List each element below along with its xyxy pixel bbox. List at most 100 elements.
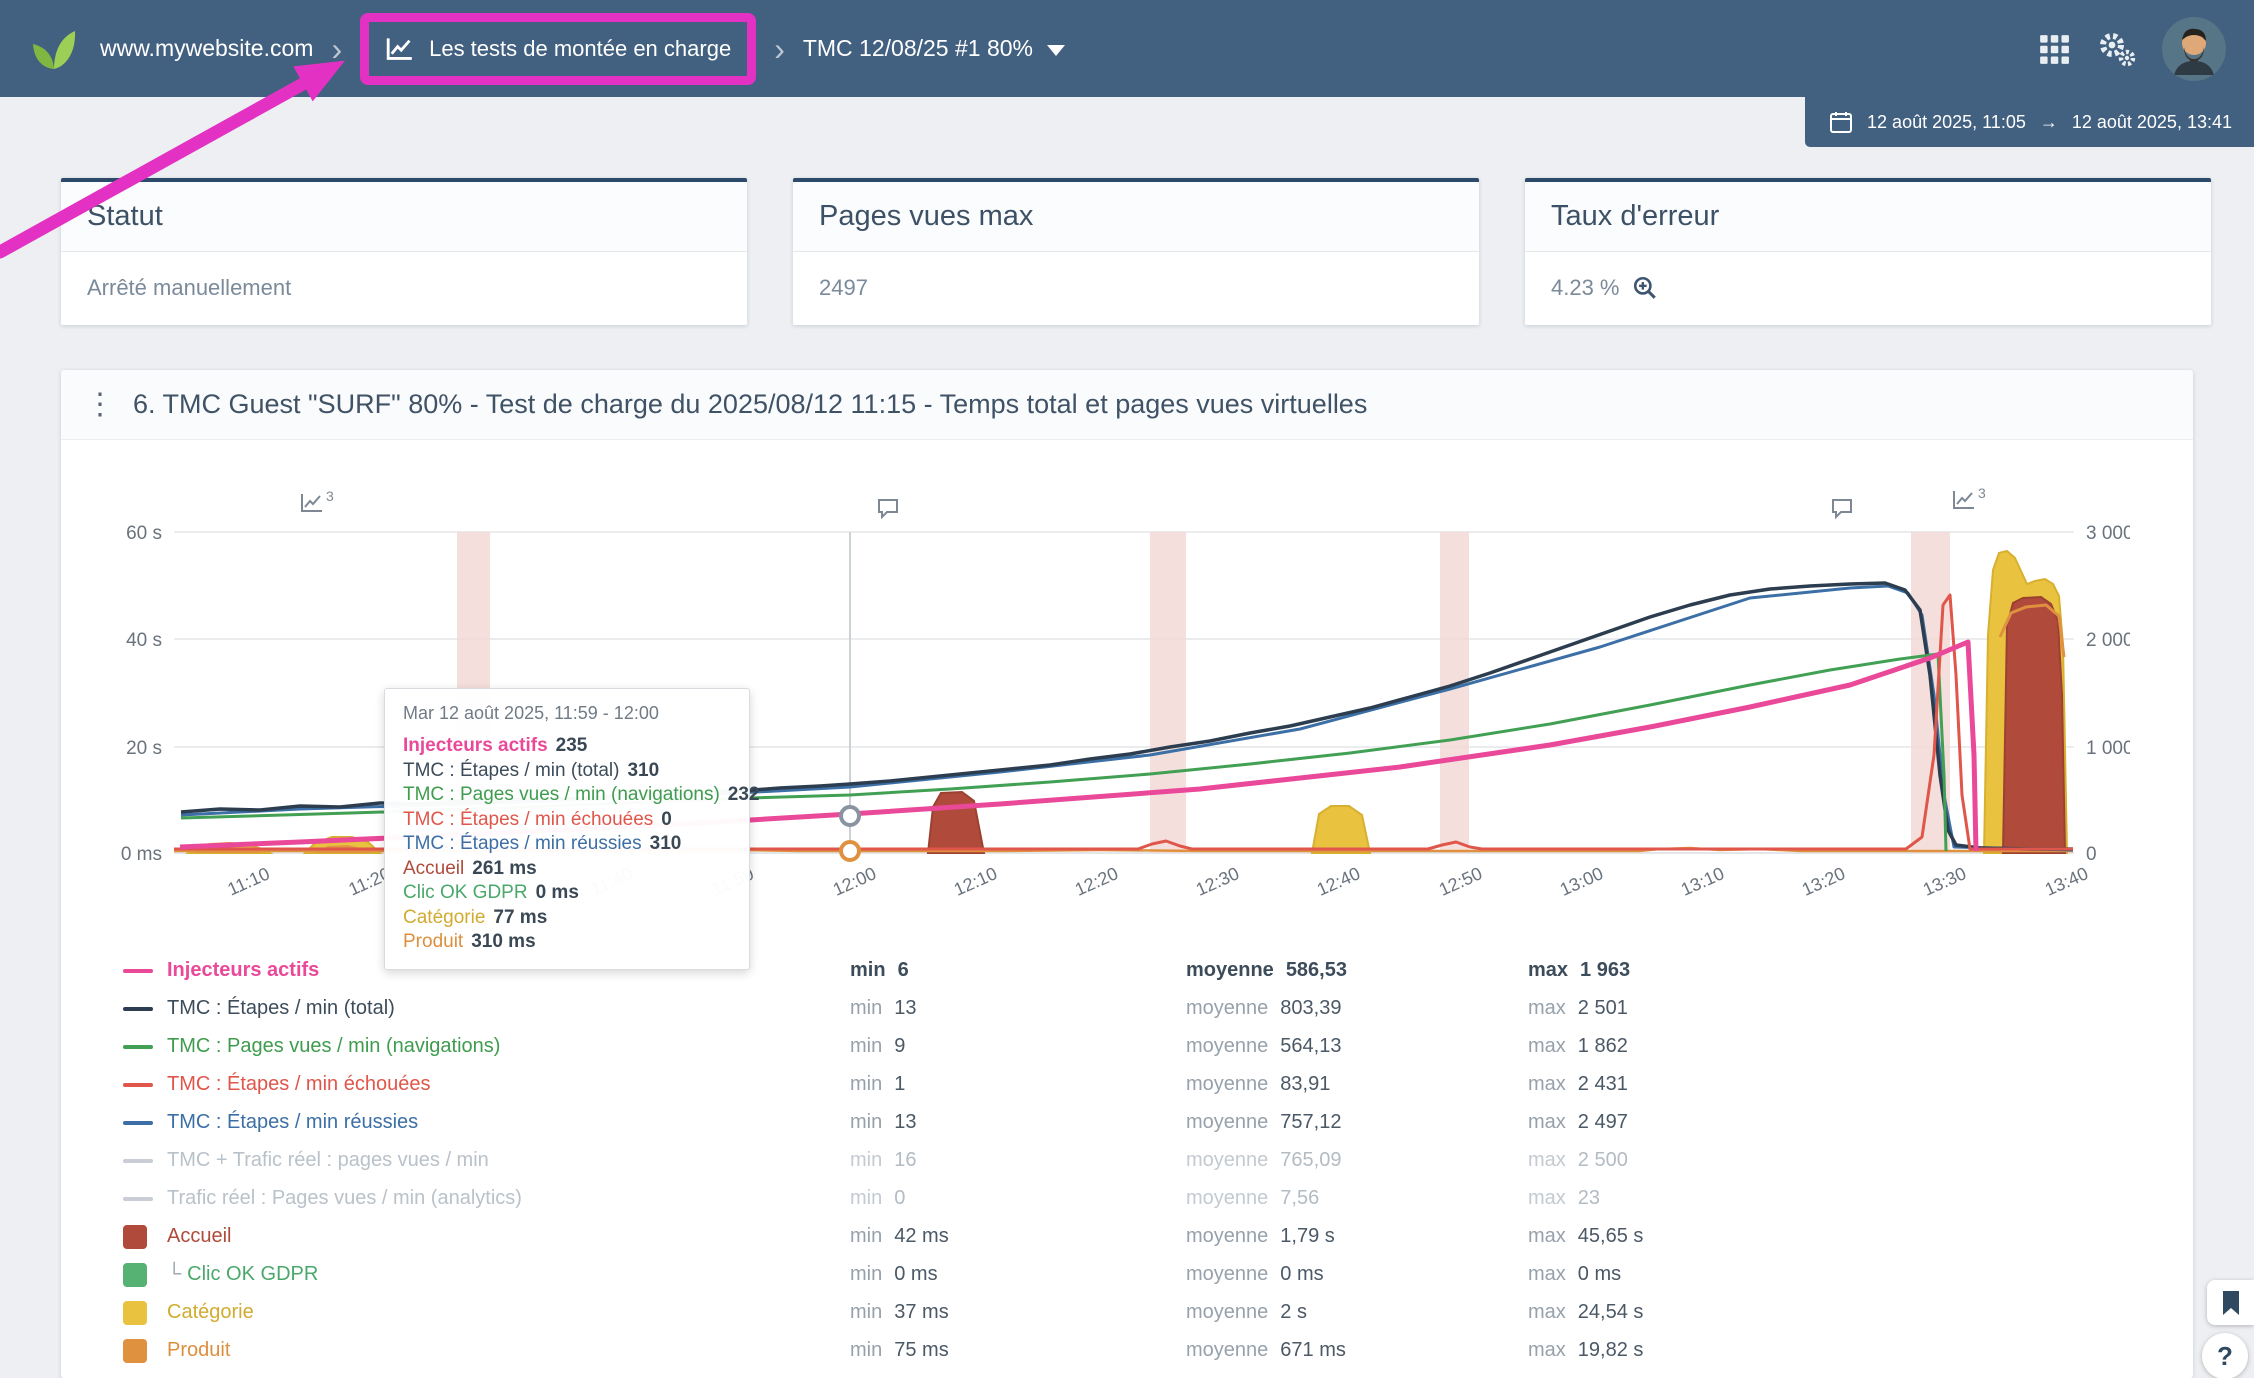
comment-bubble-icon[interactable]: [876, 497, 900, 519]
legend-row-tmc-trafic-reel[interactable]: TMC + Trafic réel : pages vues / min min…: [123, 1142, 2083, 1180]
card-pages-vues-max-title: Pages vues max: [819, 200, 1034, 232]
date-range-start: 12 août 2025, 11:05: [1867, 111, 2026, 132]
arrow-right-icon: →: [2039, 111, 2058, 132]
legend-swatch: [123, 969, 153, 973]
bookmark-icon: [2222, 1290, 2239, 1315]
svg-text:13:20: 13:20: [1799, 863, 1848, 900]
calendar-icon: [1830, 112, 1853, 133]
legend-row-produit[interactable]: Produit min 75 ms moyenne 671 ms max 19,82 …: [123, 1332, 2083, 1370]
svg-text:12:50: 12:50: [1436, 863, 1485, 900]
card-taux-erreur-value: 4.23 %: [1551, 275, 1620, 300]
svg-text:13:00: 13:00: [1557, 863, 1606, 900]
card-pages-vues-max-value: 2497: [819, 275, 868, 300]
top-navbar: www.mywebsite.com › Les tests de montée …: [0, 0, 2254, 97]
legend-swatch: [123, 1045, 153, 1049]
zoom-in-icon[interactable]: [1632, 275, 1658, 301]
tooltip-label: Accueil: [403, 857, 465, 879]
svg-text:3 000: 3 000: [2086, 523, 2130, 544]
tooltip-label: Produit: [403, 931, 464, 952]
svg-text:13:30: 13:30: [1920, 863, 1969, 900]
legend-swatch: [123, 1083, 153, 1087]
chart-tooltip: Mar 12 août 2025, 11:59 - 12:00 Injecteu…: [384, 688, 760, 970]
legend-row-accueil[interactable]: Accueil min 42 ms moyenne 1,79 s max 45,65 …: [123, 1218, 2083, 1256]
date-range-picker[interactable]: 12 août 2025, 11:05 → 12 août 2025, 13:4…: [1805, 97, 2254, 147]
area-series: [185, 549, 2069, 854]
card-pages-vues-max: Pages vues max 2497: [793, 178, 1479, 325]
series-accueil-mid: [926, 790, 986, 854]
user-avatar[interactable]: [2162, 16, 2226, 81]
help-label: ?: [2217, 1340, 2233, 1371]
svg-text:13:10: 13:10: [1678, 863, 1727, 900]
svg-text:0: 0: [2086, 844, 2097, 865]
card-taux-erreur-title: Taux d'erreur: [1551, 200, 1720, 232]
svg-text:12:10: 12:10: [951, 863, 1000, 900]
legend-swatch: [123, 1121, 153, 1125]
apps-grid-icon[interactable]: [2038, 33, 2070, 65]
legend-swatch: [123, 1159, 153, 1163]
help-button[interactable]: ?: [2202, 1333, 2248, 1378]
svg-text:1 000: 1 000: [2086, 738, 2130, 759]
card-taux-erreur: Taux d'erreur 4.23 %: [1525, 178, 2211, 325]
test-run-selector-label: TMC 12/08/25 #1 80%: [802, 35, 1033, 61]
legend-row-clic-ok-gdpr[interactable]: └ Clic OK GDPR min 0 ms moyenne 0 ms max 0 m…: [123, 1256, 2083, 1294]
breadcrumb-site[interactable]: www.mywebsite.com: [100, 35, 314, 61]
legend-row-categorie[interactable]: Catégorie min 37 ms moyenne 2 s max 24,54 s: [123, 1294, 2083, 1332]
tooltip-label: TMC : Étapes / min échouées: [403, 808, 654, 830]
line-chart-icon: [386, 37, 412, 60]
svg-text:11:10: 11:10: [225, 863, 273, 899]
breadcrumb-load-tests-label: Les tests de montée en charge: [429, 35, 732, 61]
legend-swatch: [123, 1197, 153, 1201]
tooltip-label: Injecteurs actifs: [403, 735, 548, 756]
y-axis-right: 3 000 2 000 1 000 0: [2086, 523, 2130, 865]
date-range-end: 12 août 2025, 13:41: [2071, 111, 2232, 132]
series-accueil-end: [2001, 595, 2067, 854]
timeseries-chart[interactable]: 60 s 40 s 20 s 0 ms 3 000 2 000 1 000 0 …: [100, 495, 2130, 925]
svg-text:12:40: 12:40: [1314, 863, 1363, 900]
legend-swatch: [123, 1007, 153, 1011]
svg-text:12:30: 12:30: [1193, 863, 1242, 900]
legend-row-etapes-total[interactable]: TMC : Étapes / min (total) min 13 moyenne…: [123, 990, 2083, 1028]
tooltip-label: TMC : Étapes / min (total): [403, 759, 620, 781]
svg-text:12:00: 12:00: [830, 863, 879, 900]
legend-row-etapes-reussies[interactable]: TMC : Étapes / min réussies min 13 moyenn…: [123, 1104, 2083, 1142]
tooltip-label: Catégorie: [403, 906, 486, 928]
kebab-menu-icon[interactable]: ⋮: [85, 387, 115, 421]
svg-text:60 s: 60 s: [126, 523, 162, 544]
svg-text:12:20: 12:20: [1072, 863, 1121, 900]
legend-row-pages-vues-navigations[interactable]: TMC : Pages vues / min (navigations) min…: [123, 1028, 2083, 1066]
tooltip-label: TMC : Pages vues / min (navigations): [403, 784, 720, 805]
legend-swatch: [123, 1225, 147, 1249]
legend-swatch: [123, 1339, 147, 1363]
tooltip-label: Clic OK GDPR: [403, 882, 528, 903]
tooltip-title: Mar 12 août 2025, 11:59 - 12:00: [403, 703, 659, 723]
settings-gears-icon[interactable]: [2096, 31, 2136, 67]
svg-text:0 ms: 0 ms: [121, 844, 162, 865]
tooltip-label: TMC : Étapes / min réussies: [403, 833, 642, 854]
legend-swatch: [123, 1263, 147, 1287]
legend-row-injecteurs-actifs[interactable]: Injecteurs actifs min 6 moyenne 586,53 max…: [123, 952, 2083, 990]
chevron-down-icon: [1046, 45, 1065, 56]
chevron-right-icon: ›: [774, 30, 785, 67]
chart-annotation-icon[interactable]: 3: [1952, 485, 1986, 511]
chart-annotation-icon[interactable]: 3: [300, 488, 334, 514]
legend-swatch: [123, 1301, 147, 1325]
card-statut-value: Arrêté manuellement: [87, 275, 292, 300]
comment-bubble-icon[interactable]: [1830, 497, 1854, 519]
chevron-right-icon: ›: [331, 30, 343, 67]
legend-row-trafic-reel-analytics[interactable]: Trafic réel : Pages vues / min (analytic…: [123, 1180, 2083, 1218]
logo-leaf-icon[interactable]: [28, 23, 80, 75]
breadcrumb-load-tests[interactable]: Les tests de montée en charge: [360, 12, 757, 85]
hover-markers: [839, 805, 861, 862]
svg-text:40 s: 40 s: [126, 630, 162, 651]
y-axis-left: 60 s 40 s 20 s 0 ms: [121, 523, 162, 865]
legend-row-etapes-echouees[interactable]: TMC : Étapes / min échouées min 1 moyenne…: [123, 1066, 2083, 1104]
svg-text:20 s: 20 s: [126, 738, 162, 759]
series-produit-end-line: [1998, 603, 2066, 658]
chart-panel-title: 6. TMC Guest "SURF" 80% - Test de charge…: [133, 389, 1368, 419]
svg-text:13:40: 13:40: [2042, 863, 2091, 900]
card-statut-title: Statut: [87, 200, 163, 232]
test-run-selector[interactable]: TMC 12/08/25 #1 80%: [803, 35, 1065, 62]
bookmark-button[interactable]: [2207, 1280, 2254, 1325]
card-statut: Statut Arrêté manuellement: [61, 178, 747, 325]
